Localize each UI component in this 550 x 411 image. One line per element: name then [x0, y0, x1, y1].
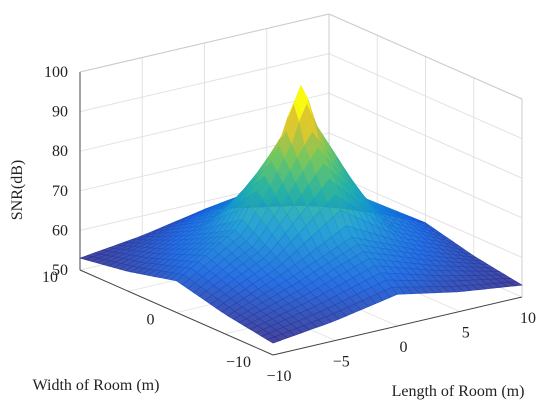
z-tick-label: 80	[52, 143, 68, 160]
box-edge-top-back	[79, 13, 330, 73]
grid-line-right-z-4	[328, 53, 523, 140]
grid-line-right-z-2	[328, 132, 523, 219]
grid-line-back-z-3	[79, 92, 330, 152]
box-edge-top-right	[328, 13, 523, 100]
y-tick-label: −10	[226, 354, 251, 371]
z-tick-label: 50	[52, 262, 68, 279]
x-axis-line	[272, 296, 523, 356]
grid-line-right-z-1	[328, 171, 523, 258]
z-tick-label: 90	[52, 104, 68, 121]
y-axis-line	[79, 269, 274, 356]
x-tick-label: −5	[333, 354, 350, 371]
y-tick-label: 10	[42, 269, 58, 286]
grid-line-back-z-4	[79, 53, 330, 113]
x-tick-label: −10	[266, 368, 291, 385]
grid-line-right-z-3	[328, 92, 523, 179]
y-tick-label: 0	[147, 312, 155, 329]
z-tick-label: 70	[52, 183, 68, 200]
axis-ticks: 50 60 70 80 90 100 −10 0 10 −10 −5 0 5 10	[42, 64, 536, 385]
x-tick-label: 5	[462, 325, 470, 342]
x-tick-label: 0	[400, 339, 408, 356]
y-axis-label: Width of Room (m)	[33, 377, 160, 394]
z-tick-label: 100	[44, 64, 68, 81]
z-tick-label: 60	[52, 222, 68, 239]
surface-patch-1155	[508, 281, 523, 287]
surface-plot	[79, 84, 523, 344]
x-tick-label: 10	[520, 310, 536, 327]
x-axis-label: Length of Room (m)	[392, 383, 525, 400]
z-axis-label: SNR(dB)	[9, 160, 26, 220]
